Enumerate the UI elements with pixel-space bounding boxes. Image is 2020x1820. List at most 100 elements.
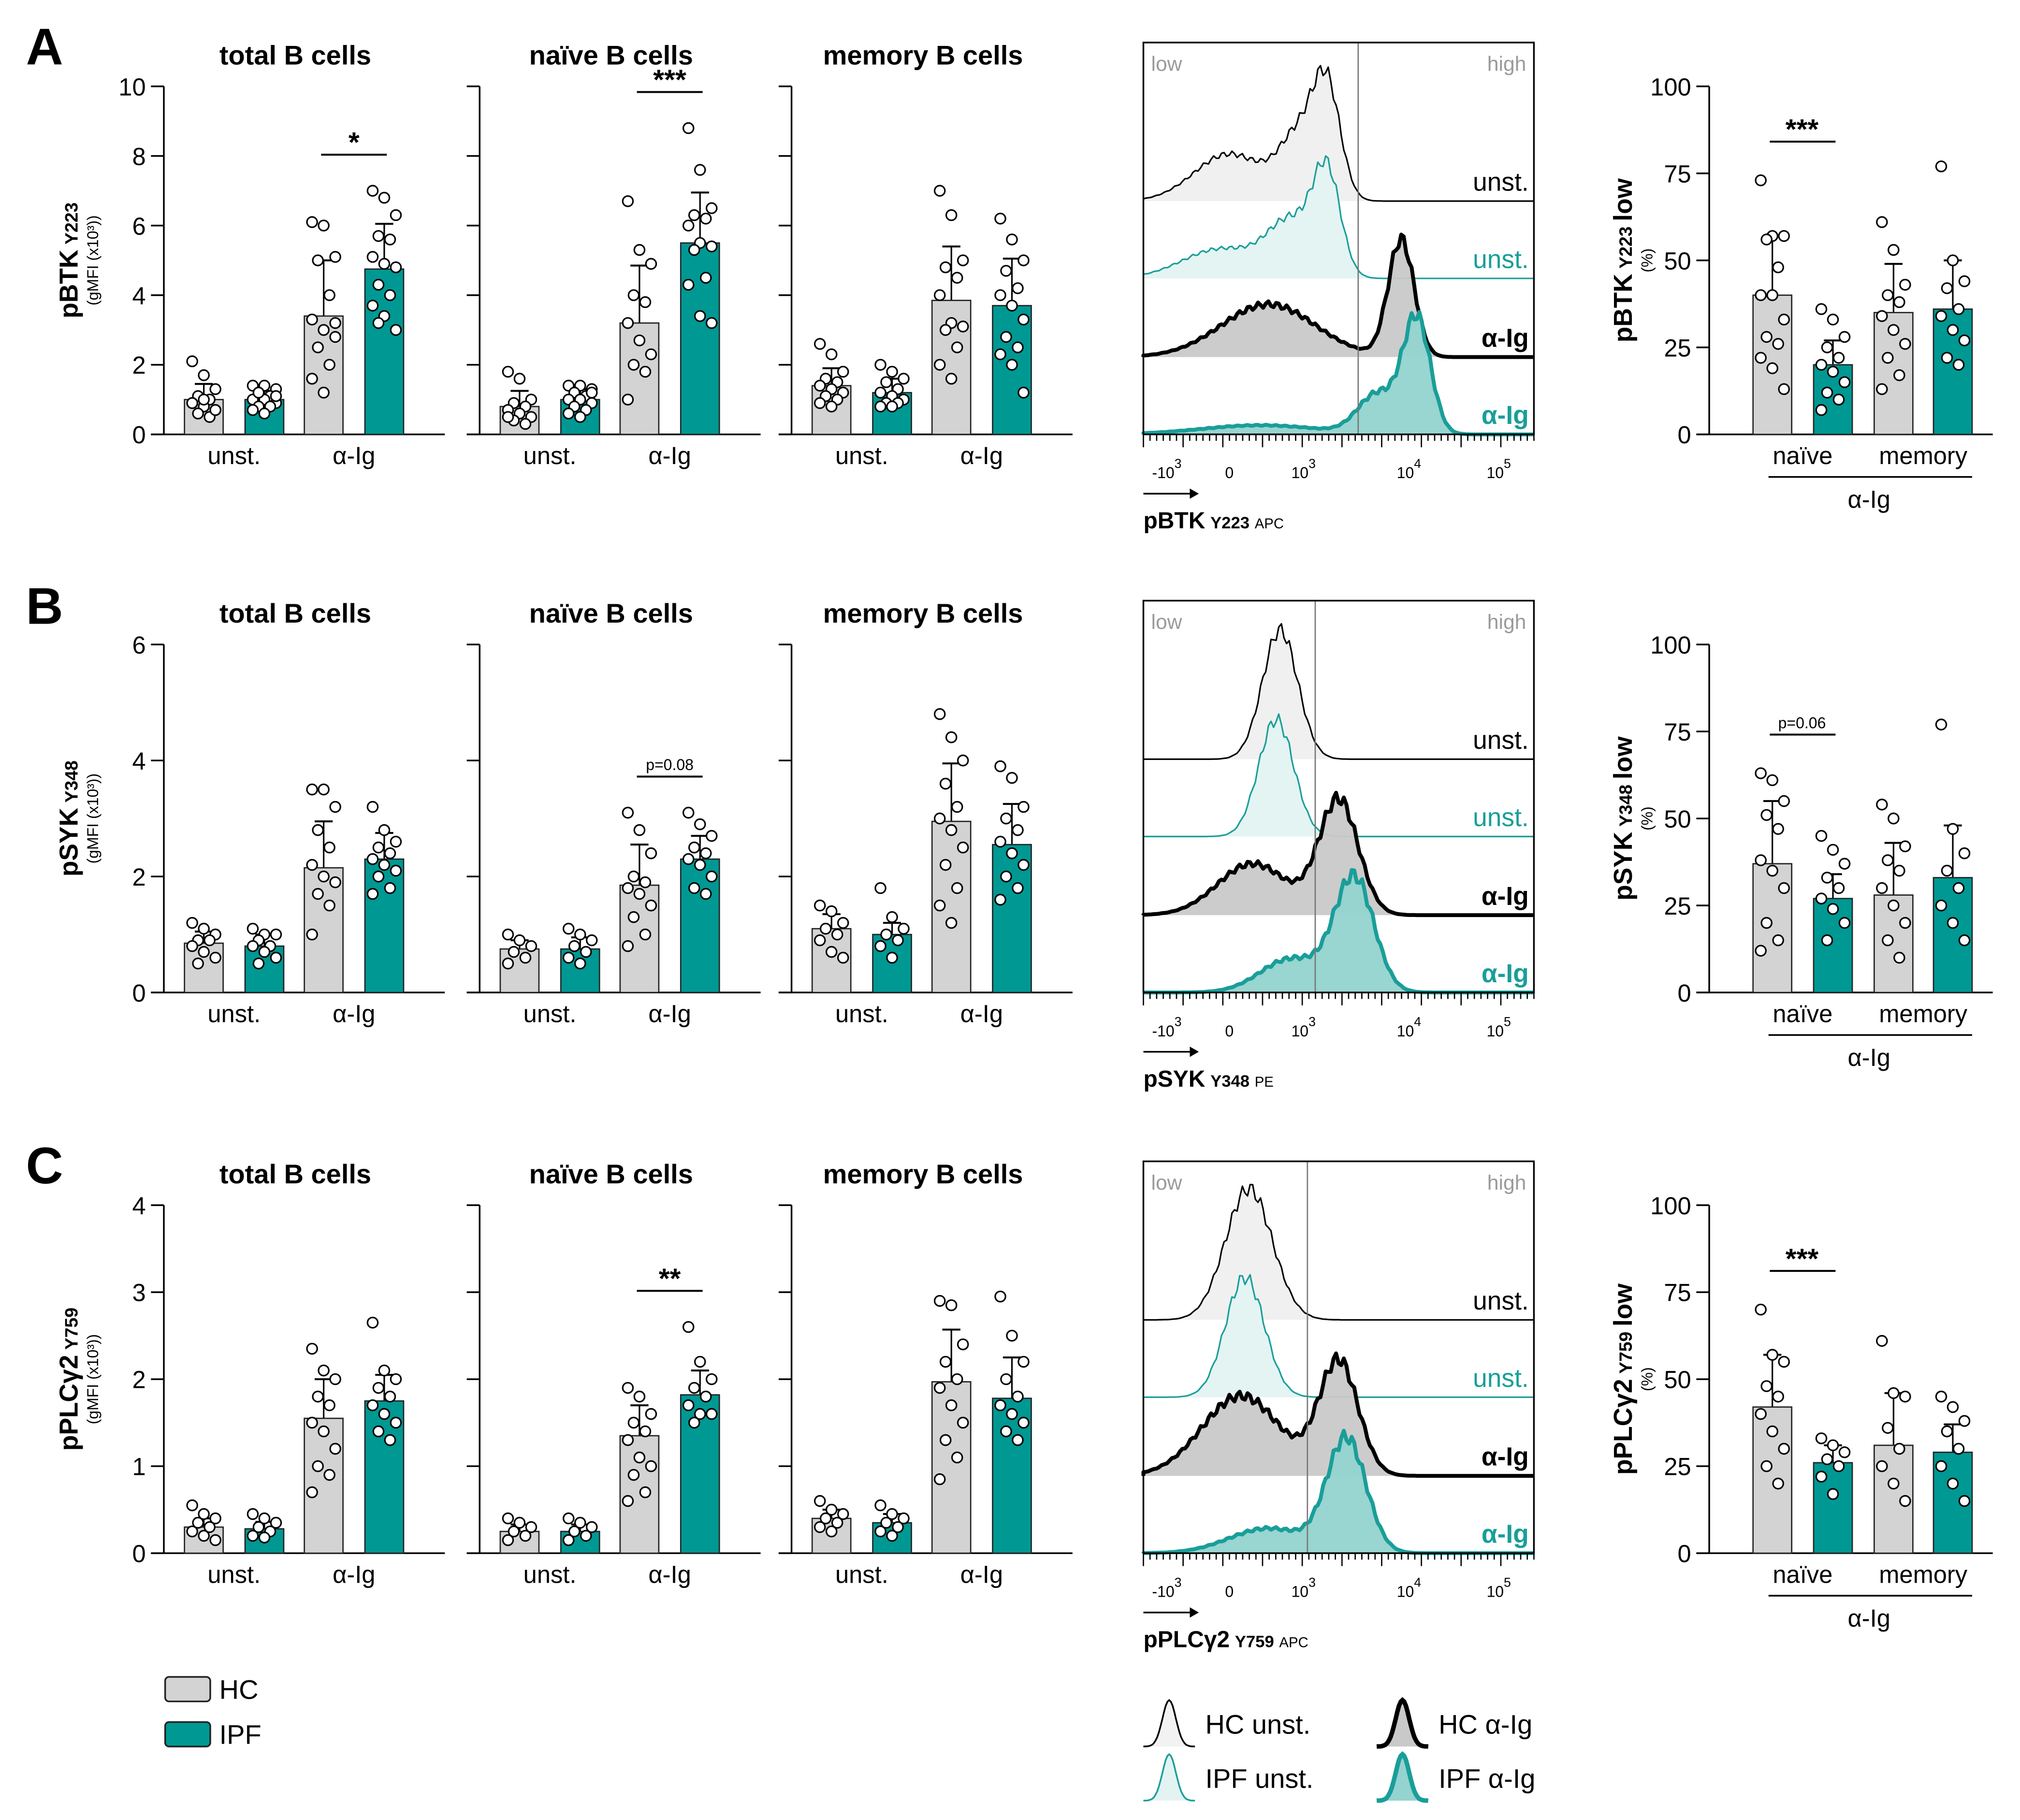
data-point — [886, 951, 898, 964]
y-axis-label-marker: pBTK — [1609, 274, 1638, 342]
subplot-title: memory B cells — [823, 40, 1023, 70]
data-point — [580, 1529, 592, 1542]
data-point — [645, 1408, 657, 1420]
data-point — [831, 928, 843, 941]
y-tick-label: 0 — [132, 979, 145, 1007]
data-point — [814, 1495, 826, 1507]
data-point — [1941, 351, 1953, 364]
gate-label-high: high — [1487, 611, 1526, 634]
data-point — [384, 847, 396, 859]
data-point — [825, 905, 838, 917]
data-point — [886, 365, 898, 378]
data-point — [682, 1399, 695, 1412]
data-point — [1760, 331, 1773, 343]
data-point — [519, 418, 532, 430]
x-tick-exp: 5 — [1504, 1014, 1511, 1029]
data-point — [622, 195, 634, 207]
data-point — [1006, 359, 1018, 371]
data-point — [562, 408, 575, 420]
data-point — [378, 258, 391, 270]
arrow-head-icon — [1190, 488, 1199, 499]
data-point — [682, 1321, 695, 1333]
data-point — [886, 1529, 898, 1542]
histogram-fill-ipf-alg — [1143, 312, 1534, 435]
data-point — [994, 835, 1006, 848]
y-tick-label: 2 — [132, 863, 145, 891]
data-point — [568, 940, 581, 952]
x-tick-base: 10 — [1486, 1022, 1504, 1040]
data-point — [633, 824, 646, 836]
x-axis-site: Y759 — [1235, 1633, 1274, 1651]
data-point — [933, 708, 946, 720]
histogram-fill-hc-alg — [1143, 792, 1534, 916]
legend-histogram-fill — [1143, 1754, 1195, 1801]
data-point — [699, 212, 712, 225]
x-axis-marker: pPLCγ2 — [1143, 1627, 1230, 1653]
data-point — [814, 934, 826, 946]
x-tick-exp: 3 — [1308, 1014, 1316, 1029]
data-point — [633, 1451, 646, 1464]
data-point — [312, 1460, 324, 1472]
data-point — [699, 272, 712, 284]
data-point — [270, 1516, 282, 1529]
data-point — [1888, 1387, 1900, 1399]
data-point — [502, 957, 514, 970]
data-point — [270, 951, 282, 964]
data-point — [694, 164, 706, 176]
x-tick-exp: 3 — [1308, 1575, 1316, 1589]
data-point — [209, 1512, 221, 1525]
data-point — [390, 1373, 402, 1385]
x-tick-base: 10 — [1486, 464, 1504, 481]
data-point — [705, 202, 718, 214]
data-point — [198, 1529, 210, 1542]
data-point — [945, 917, 958, 929]
arrow-head-icon — [1190, 1607, 1199, 1618]
data-point — [874, 1525, 886, 1538]
legend-histogram-icon — [1143, 1753, 1195, 1802]
y-tick-label: 0 — [1678, 421, 1691, 449]
histogram-line-ipf-unst — [1142, 155, 1534, 279]
data-point — [1888, 812, 1900, 825]
x-category-label: unst. — [523, 1560, 577, 1588]
data-point — [1778, 795, 1790, 807]
data-point — [513, 373, 526, 385]
legend-histogram-label: IPF unst. — [1205, 1763, 1313, 1793]
data-point — [1815, 830, 1828, 842]
data-point — [957, 841, 969, 854]
data-point — [645, 348, 657, 361]
data-point — [1755, 767, 1767, 779]
subplot-total-b-cells: total B cells 0 2 4 6 8 10 unst. α-Ig * — [118, 40, 445, 469]
data-point — [318, 1364, 330, 1377]
data-point — [1755, 1408, 1767, 1420]
track-label: unst. — [1473, 1287, 1529, 1315]
y-axis-unit: (%) — [1639, 806, 1656, 830]
data-point — [933, 359, 946, 371]
data-point — [247, 940, 259, 952]
x-axis-fluor: APC — [1255, 516, 1284, 532]
data-point — [519, 951, 532, 964]
y-tick-label: 10 — [118, 73, 145, 101]
data-point — [1012, 341, 1024, 353]
data-point — [622, 317, 634, 329]
x-category-label: α-Ig — [648, 1560, 691, 1588]
subplot-title: naïve B cells — [529, 598, 693, 628]
data-point — [1012, 824, 1024, 836]
data-point — [318, 783, 330, 796]
data-point — [994, 289, 1006, 301]
histogram-line-hc-alg — [1141, 790, 1534, 917]
data-point — [705, 240, 718, 253]
legend-label-ipf: IPF — [219, 1719, 262, 1750]
data-point — [1935, 310, 1947, 322]
data-point — [1893, 369, 1905, 381]
data-point — [1832, 1460, 1845, 1472]
data-point — [306, 373, 318, 385]
data-point — [898, 1512, 910, 1525]
gate-label-low: low — [1151, 53, 1182, 76]
data-point — [1941, 1425, 1953, 1438]
data-point — [323, 289, 335, 301]
data-point — [1006, 233, 1018, 246]
data-point — [1772, 338, 1784, 350]
data-point — [1935, 1390, 1947, 1403]
data-point — [1017, 313, 1030, 326]
